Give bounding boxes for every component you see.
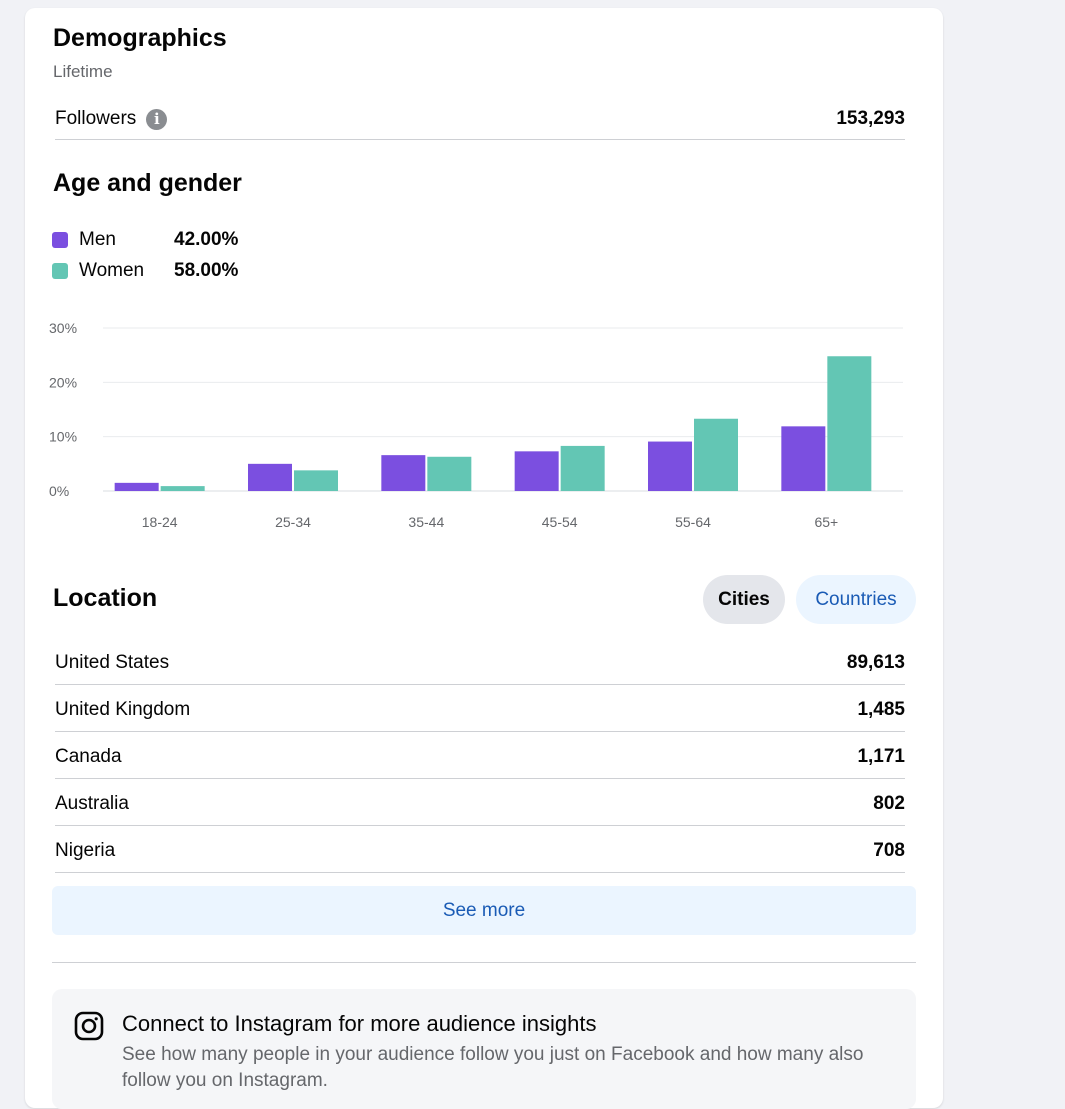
info-icon[interactable]: i [146,108,168,130]
age-gender-title: Age and gender [53,169,242,197]
location-value: 89,613 [846,652,905,673]
time-range-label: Lifetime [53,62,113,81]
bar-women-25-34[interactable] [294,470,338,491]
location-value: 708 [873,840,905,861]
location-value: 802 [873,793,905,814]
y-tick-label: 0% [49,483,69,499]
followers-label: Followers [55,108,137,129]
location-name: Australia [55,793,129,814]
location-name: Canada [55,746,122,767]
legend-swatch-women [52,262,68,279]
bar-men-35-44[interactable] [381,455,426,491]
x-tick-label: 18-24 [142,514,178,530]
instagram-banner-title: Connect to Instagram for more audience i… [122,1011,597,1036]
location-value: 1,171 [857,746,905,767]
bar-men-45-54[interactable] [514,451,559,491]
location-list: United States 89,613 United Kingdom 1,48… [55,638,905,873]
location-name: Nigeria [55,840,116,861]
location-title: Location [53,584,158,612]
bar-men-55-64[interactable] [648,441,692,491]
location-row: Australia 802 [55,779,905,826]
followers-value: 153,293 [836,108,905,129]
location-row: Nigeria 708 [55,826,905,873]
followers-row: Followers i 153,293 [55,108,905,140]
section-divider [52,962,916,963]
bar-men-25-34[interactable] [248,463,292,491]
bar-men-18-24[interactable] [114,482,159,491]
y-tick-label: 20% [49,374,77,390]
page-title: Demographics [53,24,227,52]
location-row: United Kingdom 1,485 [55,685,905,732]
bar-women-45-54[interactable] [560,445,605,491]
chart-legend: Men 42.00% Women 58.00% [52,224,238,286]
legend-label-women: Women [79,259,145,281]
location-row: United States 89,613 [55,638,905,685]
location-row: Canada 1,171 [55,732,905,779]
x-tick-label: 55-64 [675,514,711,530]
legend-item-men: Men 42.00% [52,224,238,255]
legend-label-men: Men [79,228,116,250]
location-value: 1,485 [857,699,905,720]
x-tick-label: 25-34 [275,514,311,530]
bar-women-55-64[interactable] [694,418,738,491]
bar-men-65+[interactable] [781,426,826,491]
legend-value-women: 58.00% [174,259,239,281]
instagram-banner-description: See how many people in your audience fol… [122,1044,864,1091]
see-more-button[interactable]: See more [52,886,916,935]
bar-women-18-24[interactable] [160,486,205,491]
instagram-connect-banner[interactable]: Connect to Instagram for more audience i… [52,989,916,1109]
location-name: United Kingdom [55,699,191,720]
x-tick-label: 65+ [814,514,838,530]
y-tick-label: 10% [49,429,77,445]
legend-item-women: Women 58.00% [52,255,238,286]
x-tick-label: 35-44 [408,514,444,530]
x-tick-label: 45-54 [542,514,578,530]
countries-toggle-button[interactable]: Countries [796,575,916,624]
cities-toggle-button[interactable]: Cities [703,575,785,624]
age-gender-bar-chart: 0% 10% 20% 30% 18-24 25-34 35-44 45-54 55-64 65+ [49,320,903,530]
bar-women-35-44[interactable] [427,456,472,491]
demographics-card: Demographics Lifetime Followers i 153,29… [25,8,943,1109]
y-tick-label: 30% [49,320,77,336]
location-name: United States [55,652,170,673]
bar-women-65+[interactable] [827,356,872,491]
legend-value-men: 42.00% [174,228,239,250]
legend-swatch-men [52,231,68,248]
instagram-icon [74,1011,104,1041]
